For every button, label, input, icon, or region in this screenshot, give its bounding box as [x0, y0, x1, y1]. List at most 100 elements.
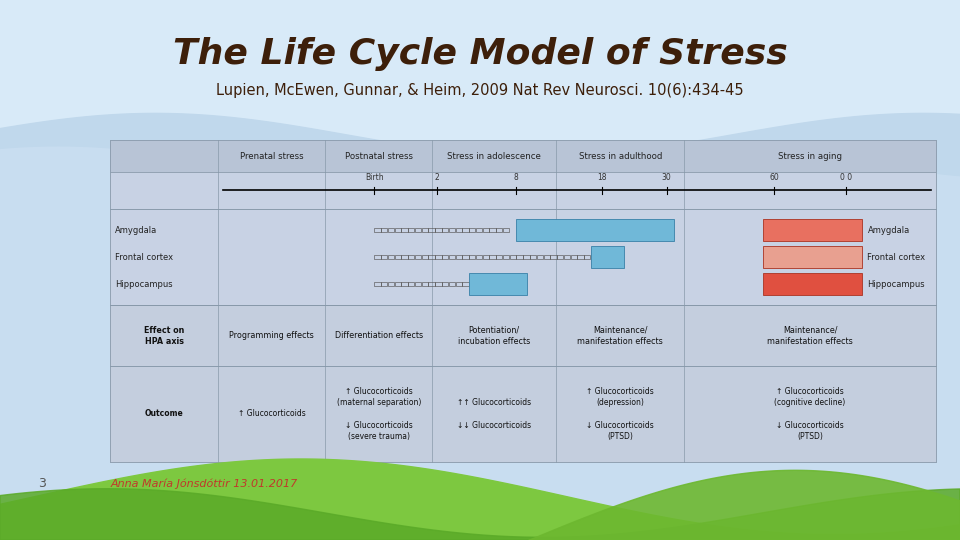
Bar	[442, 228, 448, 232]
Bar	[550, 255, 557, 259]
Bar	[395, 255, 401, 259]
Text: 60: 60	[770, 173, 780, 182]
Bar	[110, 140, 936, 462]
Text: ↑ Glucocorticoids
(depression)

↓ Glucocorticoids
(PTSD): ↑ Glucocorticoids (depression) ↓ Glucoco…	[587, 387, 654, 441]
Bar	[435, 228, 442, 232]
Text: ↑ Glucocorticoids
(maternal separation)

↓ Glucocorticoids
(severe trauma): ↑ Glucocorticoids (maternal separation) …	[337, 387, 420, 441]
Bar	[584, 255, 590, 259]
Bar	[435, 282, 442, 286]
Bar	[395, 282, 401, 286]
Bar	[564, 255, 570, 259]
Bar	[374, 255, 381, 259]
Text: Frontal cortex: Frontal cortex	[868, 253, 925, 261]
Text: 18: 18	[597, 173, 607, 182]
Bar	[530, 255, 537, 259]
Bar	[448, 282, 455, 286]
Text: Stress in adulthood: Stress in adulthood	[579, 152, 661, 160]
Bar	[469, 273, 527, 295]
Bar	[476, 228, 482, 232]
Text: Maintenance/
manifestation effects: Maintenance/ manifestation effects	[577, 326, 663, 346]
Bar	[388, 228, 395, 232]
Bar	[448, 228, 455, 232]
Bar	[516, 219, 674, 241]
Text: Effect on
HPA axis: Effect on HPA axis	[144, 326, 184, 346]
Bar	[516, 255, 523, 259]
Text: Stress in adolescence: Stress in adolescence	[447, 152, 541, 160]
Bar	[374, 282, 381, 286]
Bar	[428, 282, 435, 286]
Bar	[762, 246, 862, 268]
Bar	[490, 255, 495, 259]
Text: Postnatal stress: Postnatal stress	[345, 152, 413, 160]
Bar	[456, 282, 462, 286]
Bar	[503, 255, 509, 259]
Bar	[421, 255, 428, 259]
Bar	[381, 228, 388, 232]
Bar	[428, 228, 435, 232]
Bar	[401, 282, 408, 286]
Bar	[762, 273, 862, 295]
Bar	[483, 228, 489, 232]
Bar	[537, 255, 543, 259]
Bar	[510, 255, 516, 259]
Text: Differentiation effects: Differentiation effects	[335, 331, 422, 340]
Bar	[469, 228, 475, 232]
Bar	[110, 172, 936, 209]
Bar	[456, 255, 462, 259]
Text: 3: 3	[38, 477, 46, 490]
Bar	[428, 255, 435, 259]
Bar	[110, 209, 936, 305]
Bar	[415, 282, 421, 286]
Text: 0 0: 0 0	[840, 173, 852, 182]
Bar	[110, 305, 936, 366]
Bar	[388, 282, 395, 286]
Bar	[408, 228, 415, 232]
Bar	[421, 282, 428, 286]
Text: Birth: Birth	[365, 173, 384, 182]
Bar	[401, 255, 408, 259]
Text: ↑↑ Glucocorticoids

↓↓ Glucocorticoids: ↑↑ Glucocorticoids ↓↓ Glucocorticoids	[457, 398, 532, 430]
Bar	[469, 255, 475, 259]
Bar	[577, 255, 584, 259]
Bar	[448, 255, 455, 259]
Bar	[421, 228, 428, 232]
Bar	[463, 282, 468, 286]
Text: 2: 2	[435, 173, 439, 182]
Bar	[490, 228, 495, 232]
Text: Lupien, McEwen, Gunnar, & Heim, 2009 Nat Rev Neurosci. 10(6):434-45: Lupien, McEwen, Gunnar, & Heim, 2009 Nat…	[216, 83, 744, 98]
Text: Hippocampus: Hippocampus	[115, 280, 173, 288]
Text: The Life Cycle Model of Stress: The Life Cycle Model of Stress	[173, 37, 787, 71]
Bar	[496, 228, 502, 232]
Bar	[591, 246, 624, 268]
Bar	[110, 140, 936, 172]
Bar	[415, 228, 421, 232]
Bar	[463, 255, 468, 259]
Bar	[442, 282, 448, 286]
Bar	[543, 255, 550, 259]
Bar	[435, 255, 442, 259]
Text: 30: 30	[661, 173, 672, 182]
Bar	[463, 228, 468, 232]
Bar	[381, 255, 388, 259]
Bar	[762, 219, 862, 241]
Text: Potentiation/
incubation effects: Potentiation/ incubation effects	[458, 326, 531, 346]
Bar	[374, 228, 381, 232]
Bar	[483, 255, 489, 259]
Bar	[110, 366, 936, 462]
Bar	[401, 228, 408, 232]
Bar	[456, 228, 462, 232]
Bar	[415, 255, 421, 259]
Text: Prenatal stress: Prenatal stress	[240, 152, 303, 160]
Bar	[476, 255, 482, 259]
Text: Frontal cortex: Frontal cortex	[115, 253, 174, 261]
Bar	[442, 255, 448, 259]
Text: Stress in aging: Stress in aging	[779, 152, 842, 160]
Text: ↑ Glucocorticoids: ↑ Glucocorticoids	[237, 409, 305, 418]
Text: ↑ Glucocorticoids
(cognitive decline)

↓ Glucocorticoids
(PTSD): ↑ Glucocorticoids (cognitive decline) ↓ …	[775, 387, 846, 441]
Text: Amygdala: Amygdala	[868, 226, 910, 234]
Text: Hippocampus: Hippocampus	[868, 280, 925, 288]
Text: Outcome: Outcome	[145, 409, 183, 418]
Text: Programming effects: Programming effects	[229, 331, 314, 340]
Bar	[523, 255, 530, 259]
Bar	[557, 255, 564, 259]
